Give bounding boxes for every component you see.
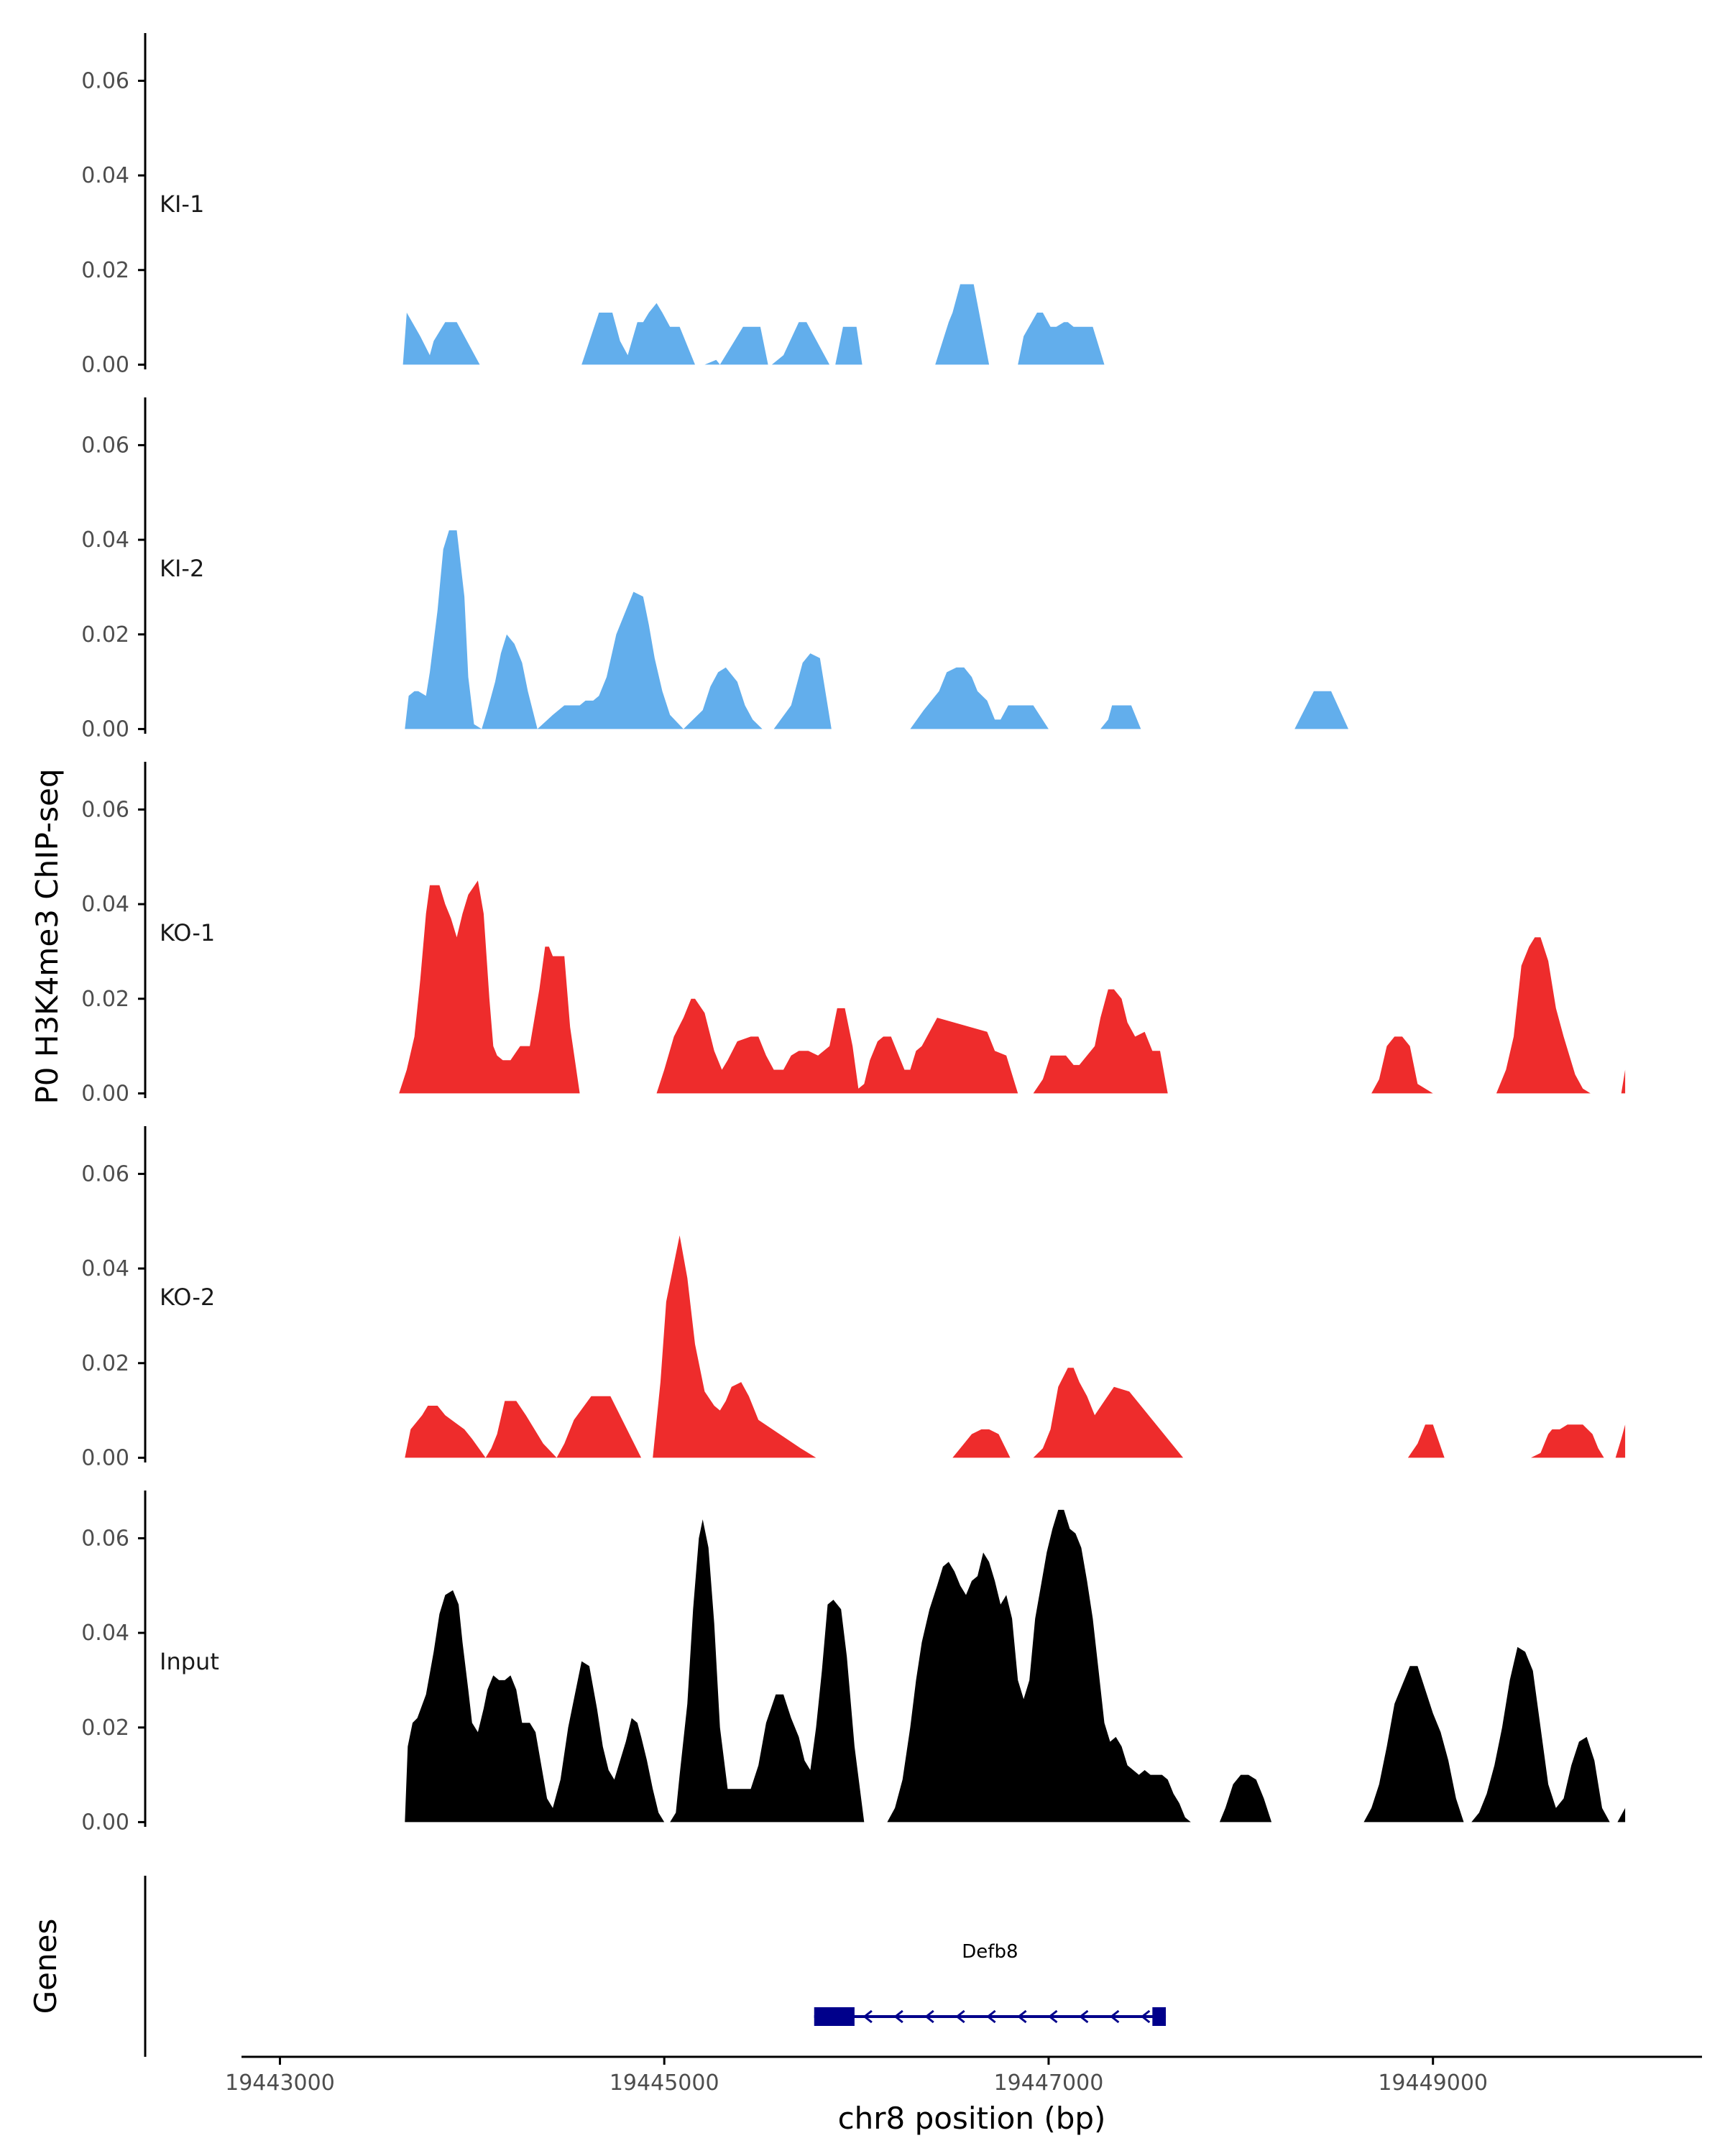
y-tick-label: 0.02	[81, 258, 129, 283]
x-tick-label: 19443000	[225, 2070, 335, 2096]
y-tick-label: 0.02	[81, 622, 129, 648]
chip-seq-tracks: 0.00 0.02 0.04 0.06 KI-1 0.00 0.02 0.04 0.06 KI-2…	[81, 33, 1626, 1835]
x-axis-title: chr8 position (bp)	[838, 2101, 1106, 2136]
signal-area-ki-2	[405, 530, 1472, 729]
strand-arrow	[986, 2009, 996, 2024]
y-tick-label: 0.06	[81, 1161, 129, 1187]
y-tick-label: 0.00	[81, 1081, 129, 1106]
strand-arrow	[1079, 2009, 1089, 2024]
y-tick-label: 0.04	[81, 1256, 129, 1281]
genes-track: Genes Defb8	[28, 1876, 1167, 2057]
signal-area-input	[405, 1509, 1626, 1823]
gene-exon	[1152, 2007, 1167, 2026]
strand-arrow	[1109, 2009, 1120, 2024]
track-ko-2: 0.00 0.02 0.04 0.06 KO-2	[81, 1126, 1626, 1470]
y-tick-label: 0.00	[81, 352, 129, 377]
y-tick-label: 0.04	[81, 892, 129, 917]
x-tick-label: 19447000	[994, 2070, 1104, 2096]
y-tick-label: 0.06	[81, 68, 129, 93]
strand-arrow	[1017, 2009, 1027, 2024]
signal-area-ki-1	[402, 284, 1241, 365]
gene-label-defb8: Defb8	[962, 1941, 1018, 1963]
strand-arrow	[893, 2009, 903, 2024]
y-tick-label: 0.02	[81, 987, 129, 1012]
y-axis-title: P0 H3K4me3 ChIP-seq	[29, 768, 65, 1104]
strand-arrow	[1140, 2009, 1151, 2024]
gene-model-defb8	[814, 2007, 1167, 2026]
signal-area-ko-2	[405, 1235, 1626, 1458]
y-tick-label: 0.04	[81, 163, 129, 188]
track-input: 0.00 0.02 0.04 0.06 Input	[81, 1491, 1626, 1835]
y-tick-label: 0.00	[81, 1810, 129, 1835]
track-label-ko-1: KO-1	[160, 919, 215, 946]
x-tick-label: 19445000	[610, 2070, 719, 2096]
y-tick-label: 0.06	[81, 433, 129, 458]
y-tick-label: 0.00	[81, 1445, 129, 1470]
signal-area-ko-1	[399, 880, 1626, 1094]
x-tick-label: 19449000	[1378, 2070, 1488, 2096]
strand-arrow	[955, 2009, 965, 2024]
y-tick-label: 0.00	[81, 717, 129, 742]
y-tick-label: 0.04	[81, 528, 129, 553]
gene-exon	[814, 2007, 855, 2026]
track-ki-2: 0.00 0.02 0.04 0.06 KI-2	[81, 397, 1472, 742]
track-ki-1: 0.00 0.02 0.04 0.06 KI-1	[81, 33, 1241, 377]
strand-arrow	[924, 2009, 934, 2024]
track-label-ko-2: KO-2	[160, 1284, 215, 1311]
x-axis: 19443000 19445000 19447000 19449000 chr8 po…	[225, 2055, 1702, 2136]
track-label-ki-1: KI-1	[160, 190, 204, 218]
track-label-input: Input	[160, 1648, 219, 1675]
track-label-ki-2: KI-2	[160, 555, 204, 582]
strand-arrow	[1048, 2009, 1058, 2024]
genes-track-title: Genes	[28, 1919, 63, 2014]
y-tick-label: 0.02	[81, 1351, 129, 1376]
y-tick-label: 0.06	[81, 797, 129, 822]
y-tick-label: 0.06	[81, 1526, 129, 1551]
track-ko-1: 0.00 0.02 0.04 0.06 KO-1	[81, 762, 1626, 1106]
y-tick-label: 0.04	[81, 1621, 129, 1646]
y-tick-label: 0.02	[81, 1715, 129, 1741]
strand-arrow	[862, 2009, 873, 2024]
